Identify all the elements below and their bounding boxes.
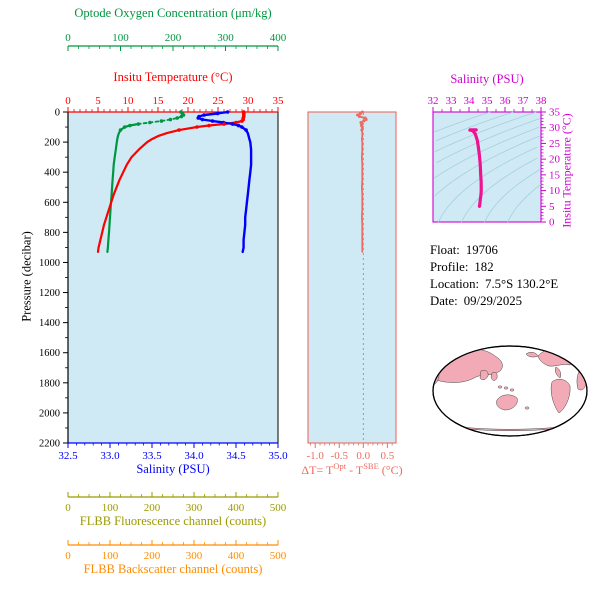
temperature-axis-title: Insitu Temperature (°C) [113,70,233,84]
svg-text:33.5: 33.5 [142,450,162,462]
info-location-value: 7.5°S 130.2°E [485,277,559,291]
svg-text:2200: 2200 [39,439,60,450]
svg-text:37: 37 [518,95,530,107]
svg-text:30: 30 [549,122,561,134]
ts-salinity-axis-title: Salinity (PSU) [450,72,524,86]
svg-text:500: 500 [270,550,287,562]
svg-text:200: 200 [144,550,161,562]
delta-t-axis-title-part: - T [346,463,364,477]
svg-text:10: 10 [123,95,135,107]
svg-text:-1.0: -1.0 [307,450,325,462]
svg-text:400: 400 [228,502,245,514]
info-profile: Profile: 182 [430,260,558,275]
info-profile-label: Profile: [430,260,469,274]
svg-text:2000: 2000 [39,408,60,419]
svg-text:0: 0 [65,95,71,107]
delta-t-axis-title-part: ΔT= T [301,463,334,477]
svg-text:-0.5: -0.5 [331,450,349,462]
svg-text:38: 38 [536,95,548,107]
svg-text:400: 400 [270,32,287,44]
svg-text:5: 5 [95,95,101,107]
svg-text:5: 5 [549,201,555,213]
svg-text:1000: 1000 [39,258,60,269]
svg-text:300: 300 [217,32,234,44]
svg-text:300: 300 [186,550,203,562]
info-profile-value: 182 [474,260,494,274]
svg-text:34: 34 [464,95,476,107]
svg-text:35: 35 [549,107,561,119]
svg-text:35.0: 35.0 [268,450,288,462]
info-location-label: Location: [430,277,480,291]
svg-text:0.5: 0.5 [380,450,394,462]
svg-text:25: 25 [213,95,225,107]
delta-t-axis-title: ΔT= TOpt - TSBE (°C) [288,461,416,478]
svg-text:30: 30 [243,95,255,107]
info-date: Date: 09/29/2025 [430,294,558,309]
svg-text:35: 35 [482,95,494,107]
info-date-value: 09/29/2025 [463,294,523,308]
svg-text:500: 500 [270,502,287,514]
info-float-label: Float: [430,243,460,257]
svg-text:33.0: 33.0 [100,450,120,462]
svg-text:100: 100 [102,550,119,562]
svg-text:25: 25 [549,138,561,150]
svg-text:36: 36 [500,95,512,107]
world-map [432,345,588,437]
svg-text:1400: 1400 [39,318,60,329]
info-location: Location: 7.5°S 130.2°E [430,277,558,292]
ts-temperature-axis-title: Insitu Temperature (°C) [559,113,574,228]
delta-t-axis-title-sup-opt: Opt [333,461,347,471]
main-profile-plot: 0200400600800100012001400160018002000220… [39,32,288,562]
svg-text:10: 10 [549,185,561,197]
svg-text:15: 15 [549,169,561,181]
backscatter-axis-title: FLBB Backscatter channel (counts) [83,562,263,576]
svg-text:800: 800 [44,228,60,239]
svg-text:400: 400 [44,168,60,179]
svg-text:200: 200 [144,502,161,514]
svg-text:34.0: 34.0 [184,450,204,462]
fluorescence-axis-title: FLBB Fluorescence channel (counts) [79,514,267,528]
pressure-axis-title: Pressure (decibar) [19,231,34,322]
svg-text:300: 300 [186,502,203,514]
delta-t-axis-title-part: (°C) [378,463,403,477]
svg-text:200: 200 [44,138,60,149]
oxygen-axis-title: Optode Oxygen Concentration (μm/kg) [74,6,272,20]
svg-text:34.5: 34.5 [226,450,246,462]
svg-text:200: 200 [165,32,182,44]
svg-text:1200: 1200 [39,288,60,299]
salinity-axis-title: Salinity (PSU) [136,462,210,476]
svg-text:400: 400 [228,550,245,562]
float-info: Float: 19706 Profile: 182 Location: 7.5°S 1… [430,243,558,311]
svg-text:100: 100 [112,32,129,44]
svg-text:0: 0 [65,32,71,44]
svg-text:33: 33 [446,95,458,107]
svg-text:20: 20 [549,154,561,166]
svg-text:32.5: 32.5 [58,450,78,462]
delta-t-axis-title-sup-sbe: SBE [363,461,379,471]
svg-text:0: 0 [549,217,555,229]
info-float: Float: 19706 [430,243,558,258]
svg-text:0: 0 [65,502,71,514]
ts-plot: 32 33 34 35 36 37 38 0 5 10 15 20 25 30 35 [428,95,561,229]
svg-text:0: 0 [65,550,71,562]
info-date-label: Date: [430,294,458,308]
svg-text:15: 15 [153,95,165,107]
delta-t-plot: -1.0 -0.5 0.0 0.5 [307,110,397,462]
svg-text:20: 20 [183,95,195,107]
svg-text:1600: 1600 [39,348,60,359]
svg-text:35: 35 [273,95,285,107]
info-float-value: 19706 [465,243,498,257]
svg-text:32: 32 [428,95,439,107]
svg-text:600: 600 [44,198,60,209]
svg-text:100: 100 [102,502,119,514]
svg-text:0: 0 [55,108,60,119]
svg-text:1800: 1800 [39,378,60,389]
svg-text:0.0: 0.0 [356,450,370,462]
